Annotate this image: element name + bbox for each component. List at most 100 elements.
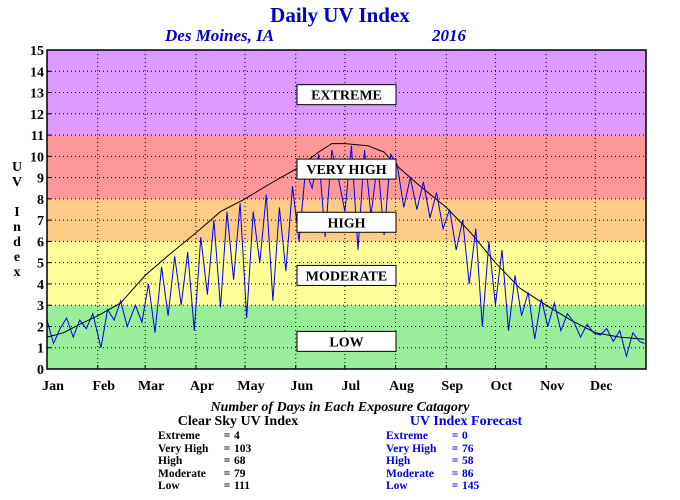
forecast-row: Low = 145 [386, 480, 546, 493]
y-tick-label: 12 [30, 108, 44, 123]
y-axis-label-char: e [13, 250, 21, 265]
category-label: Extreme [158, 430, 200, 442]
x-tick-label: Mar [138, 379, 164, 394]
category-label: Low [158, 480, 180, 493]
category-count: 0 [462, 430, 468, 442]
category-count: 145 [462, 480, 480, 493]
equals-sign: = [451, 442, 459, 455]
clear-sky-row: Moderate = 79 [158, 468, 318, 481]
band-label-box [296, 264, 397, 286]
y-tick-label: 15 [30, 44, 44, 59]
category-label: High [386, 455, 411, 468]
band-label: LOW [329, 335, 363, 350]
category-label: Very High [386, 442, 437, 455]
equals-sign: = [451, 467, 459, 480]
equals-sign: = [223, 480, 231, 493]
forecast-row: Moderate = 86 [386, 468, 546, 481]
x-tick-label: Nov [540, 379, 564, 394]
category-label: Moderate [158, 467, 206, 480]
clear-sky-row: High = 68 [158, 455, 318, 468]
x-tick-label: Jun [290, 379, 313, 394]
x-tick-label: Oct [491, 379, 513, 394]
y-axis-label-char: d [13, 235, 21, 250]
equals-sign: = [223, 442, 231, 455]
band-label: EXTREME [311, 89, 382, 104]
y-tick-label: 5 [37, 257, 44, 272]
location-label: Des Moines, IA [165, 26, 275, 45]
y-tick-label: 0 [37, 363, 44, 378]
band-label: HIGH [327, 216, 365, 231]
category-count: 103 [234, 442, 252, 455]
forecast-row: Extreme = 0 [386, 430, 546, 443]
category-label: High [158, 455, 183, 468]
category-count: 4 [234, 430, 240, 442]
y-tick-label: 14 [30, 65, 44, 80]
category-count: 58 [462, 455, 474, 468]
x-tick-label: Dec [590, 379, 613, 394]
equals-sign: = [223, 467, 231, 480]
equals-sign: = [451, 455, 459, 468]
forecast-row: High = 58 [386, 455, 546, 468]
clear-sky-line [46, 143, 645, 340]
x-tick-label: Jul [342, 379, 361, 394]
clear-sky-row: Very High = 103 [158, 443, 318, 456]
y-axis-label-char: x [13, 265, 21, 280]
band-label: MODERATE [306, 269, 387, 284]
band-label-box [296, 84, 397, 106]
category-count: 76 [462, 442, 474, 455]
y-tick-label: 1 [37, 342, 44, 357]
plot-frame [46, 49, 647, 370]
y-tick-label: 3 [37, 299, 44, 314]
x-tick-label: Feb [92, 379, 115, 394]
y-tick-label: 8 [37, 193, 44, 208]
band-label-box [296, 330, 397, 352]
category-label: Low [386, 480, 408, 493]
y-axis-label-char: I [14, 205, 20, 220]
y-axis-label-char: V [11, 175, 23, 190]
clear-sky-row: Extreme = 4 [158, 430, 318, 443]
equals-sign: = [223, 430, 231, 442]
chart-title: Daily UV Index [270, 3, 410, 27]
category-count: 68 [234, 455, 246, 468]
year-label: 2016 [432, 26, 466, 45]
y-tick-label: 9 [37, 172, 44, 187]
x-tick-labels: Jan Feb Mar Apr May Jun Jul Aug Sep Oct Nov Dec [42, 365, 613, 394]
y-tick-label: 13 [30, 87, 44, 102]
x-tick-label: Jan [42, 379, 64, 394]
band-label: VERY HIGH [306, 163, 386, 178]
forecast-stats: UV Index Forecast Extreme = 0 Very High = 76 H… [386, 414, 546, 493]
category-label: Very High [158, 442, 209, 455]
clear-sky-stats: Clear Sky UV Index Extreme = 4 Very High = 10… [158, 414, 318, 493]
category-label: Moderate [386, 467, 434, 480]
x-tick-label: May [237, 379, 264, 394]
x-tick-label: Sep [441, 379, 463, 394]
band-label-box [296, 211, 397, 233]
y-tick-label: 10 [30, 150, 44, 165]
y-tick-label: 6 [37, 235, 44, 250]
stats-title: Number of Days in Each Exposure Catagory [210, 400, 470, 415]
category-label: Extreme [386, 430, 428, 442]
y-axis-label-char: n [13, 220, 21, 235]
band-label-box [296, 158, 397, 180]
y-tick-label: 4 [37, 278, 44, 293]
category-count: 79 [234, 467, 246, 480]
y-tick-label: 7 [37, 214, 44, 229]
x-tick-label: Aug [389, 379, 414, 394]
band-labels: LOW MODERATE HIGH VERY HIGH EXTREME [296, 84, 397, 352]
y-axis-label-char [9, 190, 25, 205]
y-tick-label: 2 [37, 320, 44, 335]
equals-sign: = [451, 480, 459, 493]
y-axis-label-char: U [11, 160, 23, 175]
forecast-header: UV Index Forecast [409, 414, 523, 429]
category-count: 111 [234, 480, 250, 493]
x-tick-label: Apr [190, 379, 214, 394]
y-tick-label: 11 [31, 129, 44, 144]
category-count: 86 [462, 467, 474, 480]
clear-sky-row: Low = 111 [158, 480, 318, 493]
equals-sign: = [451, 430, 459, 442]
clear-sky-header: Clear Sky UV Index [177, 414, 299, 429]
forecast-row: Very High = 76 [386, 443, 546, 456]
